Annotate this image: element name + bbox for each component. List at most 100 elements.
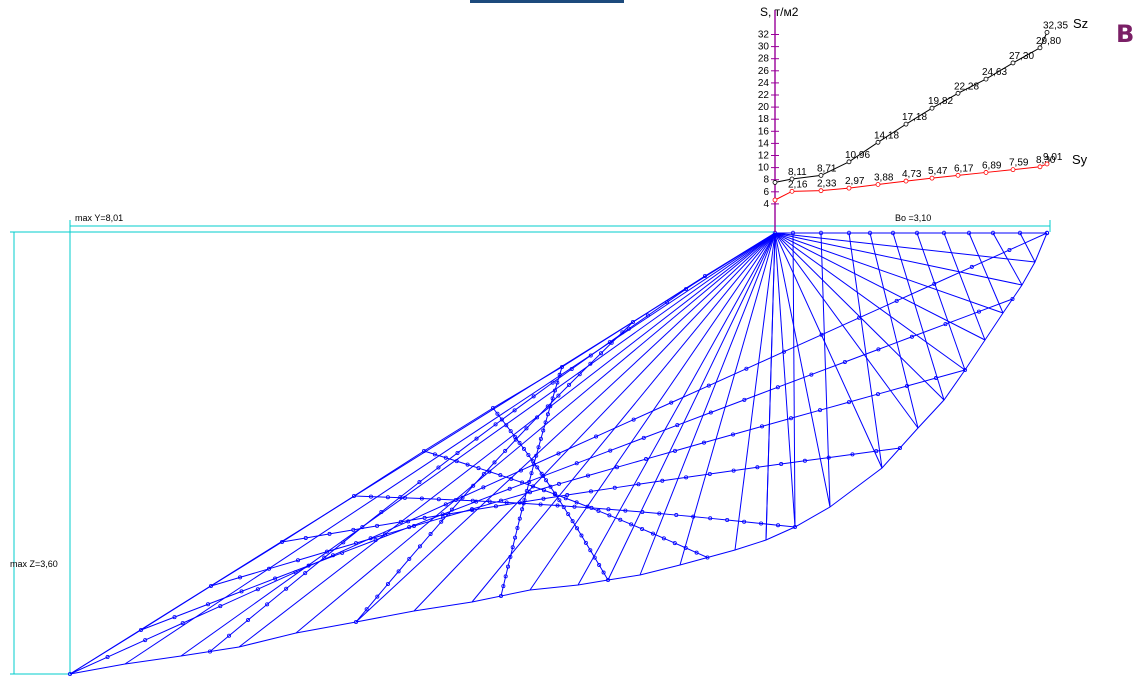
mesh-ray xyxy=(774,232,919,429)
mesh-ray xyxy=(774,232,1004,314)
mesh-ray xyxy=(471,232,776,603)
mesh-node xyxy=(432,452,437,457)
data-point xyxy=(903,178,909,184)
mesh-node xyxy=(351,527,356,532)
mesh-node xyxy=(510,545,515,550)
mesh-node xyxy=(669,400,674,405)
mesh-row xyxy=(210,369,966,587)
data-label: 29,80 xyxy=(1036,36,1061,47)
data-label: 19,82 xyxy=(928,96,953,107)
mesh-node xyxy=(708,410,713,415)
mesh-column xyxy=(916,232,966,371)
data-label: 2,97 xyxy=(845,176,865,187)
data-label: 8,71 xyxy=(817,163,837,174)
mesh-node xyxy=(550,396,555,401)
mesh-ray xyxy=(774,232,986,341)
mesh-node xyxy=(731,468,736,473)
mesh-node xyxy=(503,448,508,453)
mesh-node xyxy=(255,587,260,592)
mesh-node xyxy=(507,486,512,491)
mesh-node xyxy=(375,523,380,528)
mesh-node xyxy=(105,655,110,660)
mesh-node xyxy=(385,495,390,500)
mesh-node xyxy=(536,445,541,450)
data-label: 22,28 xyxy=(954,81,979,92)
badge-letter: B xyxy=(1116,20,1135,48)
mesh-ray xyxy=(238,232,776,648)
mesh-node xyxy=(731,432,736,437)
mesh-node xyxy=(284,586,289,591)
data-point xyxy=(983,76,989,82)
mesh-node xyxy=(550,380,555,385)
mesh-ray xyxy=(774,232,945,401)
mesh-node xyxy=(237,575,242,580)
mesh-node xyxy=(565,493,570,498)
mesh-node xyxy=(618,517,623,522)
data-point xyxy=(1010,167,1016,173)
mesh-node xyxy=(208,584,213,589)
mesh-node xyxy=(513,434,518,439)
mesh-node xyxy=(755,465,760,470)
mesh-node xyxy=(570,519,575,524)
mesh-ray xyxy=(774,232,1036,263)
mesh-node xyxy=(498,498,503,503)
data-label: 6,89 xyxy=(982,160,1002,171)
mesh-node xyxy=(143,638,148,643)
y-tick-label: 26 xyxy=(758,66,770,77)
mesh-node xyxy=(531,484,536,489)
mesh-node xyxy=(572,504,577,509)
mesh-node xyxy=(623,508,628,513)
mesh-row xyxy=(492,407,609,581)
dimension-lines xyxy=(10,220,1051,675)
mesh-node xyxy=(631,319,636,324)
data-label: 3,88 xyxy=(874,172,894,183)
mesh-node xyxy=(535,465,540,470)
mesh-node xyxy=(443,502,448,507)
data-point xyxy=(789,188,795,194)
mesh-node xyxy=(640,526,645,531)
mesh-node xyxy=(555,380,560,385)
mesh-node xyxy=(557,481,562,486)
mesh-node xyxy=(702,440,707,445)
data-label: 8,11 xyxy=(788,167,807,178)
data-point xyxy=(846,159,852,165)
data-label: 2,33 xyxy=(817,179,837,190)
series-line-Sy xyxy=(774,163,1048,201)
mesh-node xyxy=(439,519,444,524)
mesh-row xyxy=(209,275,706,652)
mesh-node xyxy=(541,496,546,501)
data-label: 10,96 xyxy=(845,150,870,161)
data-point xyxy=(983,170,989,175)
mesh-node xyxy=(1010,296,1015,301)
data-point xyxy=(818,188,824,194)
data-point xyxy=(875,182,881,187)
mesh-column xyxy=(1019,232,1036,263)
mesh-node xyxy=(469,507,474,512)
mesh-ray xyxy=(734,232,776,551)
mesh-node xyxy=(541,474,546,479)
mesh-node xyxy=(440,512,445,517)
mesh-node xyxy=(607,513,612,518)
mesh-node xyxy=(963,367,968,372)
y-tick-label: 22 xyxy=(758,90,770,101)
data-label: 9,01 xyxy=(1043,152,1063,163)
y-tick-label: 12 xyxy=(758,151,770,162)
y-tick-label: 6 xyxy=(763,187,769,198)
mesh-node xyxy=(521,446,526,451)
mesh-node xyxy=(498,473,503,478)
mesh-node xyxy=(303,571,308,576)
y-tick-label: 4 xyxy=(763,199,769,210)
mesh-ray xyxy=(355,232,776,623)
data-label: 4,73 xyxy=(902,169,922,180)
y-tick-label: 32 xyxy=(758,30,770,41)
mesh-node xyxy=(684,475,689,480)
mesh-node xyxy=(364,607,369,612)
mesh-node xyxy=(206,602,211,607)
mesh-node xyxy=(417,544,422,549)
data-label: 27,30 xyxy=(1009,51,1034,62)
mesh-node xyxy=(555,503,560,508)
mesh-node xyxy=(597,563,602,568)
mesh-node xyxy=(517,516,522,521)
mesh-node xyxy=(351,493,356,498)
mesh-node xyxy=(501,584,506,589)
